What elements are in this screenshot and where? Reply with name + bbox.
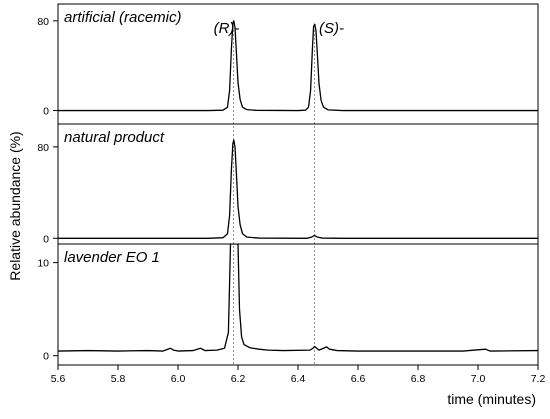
panel-1: artificial (racemic) 0 80	[37, 3, 539, 125]
chromatogram-trace	[58, 139, 538, 239]
retention-lines	[233, 30, 315, 365]
x-axis-title: time (minutes)	[447, 391, 536, 407]
chromatogram-trace	[58, 20, 538, 112]
panel-title: lavender EO 1	[64, 249, 160, 266]
y-axis-title: Relative abundance (%)	[7, 131, 23, 280]
x-tick-label: 6.0	[171, 373, 186, 385]
peak-label-s: (S)-	[319, 20, 344, 37]
y-tick-label: 0	[43, 351, 49, 363]
y-tick-label: 0	[43, 233, 49, 245]
x-tick-label: 7.2	[531, 373, 546, 385]
chromatogram-trace	[58, 244, 538, 352]
x-tick-label: 6.2	[231, 373, 246, 385]
x-tick-label: 7.0	[471, 373, 486, 385]
panel-title: natural product	[64, 129, 165, 146]
y-tick-label: 80	[37, 16, 49, 28]
x-tick-label: 6.6	[351, 373, 366, 385]
chart-panels: artificial (racemic) 0 80 natural product 0 8…	[37, 3, 539, 366]
x-tick-label: 5.8	[111, 373, 126, 385]
y-tick-label: 80	[37, 142, 49, 154]
x-tick-label: 5.6	[51, 373, 66, 385]
y-tick-label: 0	[43, 106, 49, 118]
panel-3: lavender EO 1 0 10	[37, 243, 539, 366]
peak-label-r: (R)-	[214, 20, 240, 37]
x-tick-label: 6.8	[411, 373, 426, 385]
panel-title: artificial (racemic)	[64, 9, 182, 26]
y-tick-label: 10	[37, 258, 49, 270]
x-axis: 5.6 5.8 6.0 6.2 6.4 6.6 6.8 7.0 7.2	[51, 365, 546, 385]
panel-2: natural product 0 80	[37, 123, 539, 245]
x-tick-label: 6.4	[291, 373, 306, 385]
